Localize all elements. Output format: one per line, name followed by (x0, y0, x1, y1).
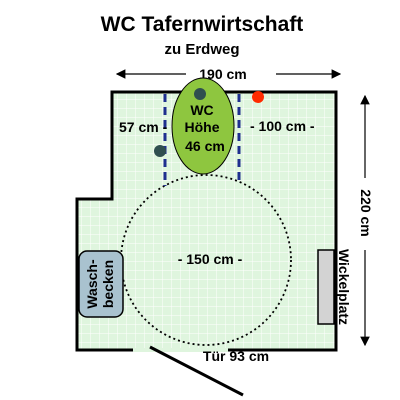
door-label: Tür 93 cm (203, 348, 269, 364)
paper-holder-icon (154, 145, 166, 157)
turning-circle-label: - 150 cm - (178, 251, 243, 267)
right-clearance-label: - 100 cm - (250, 118, 315, 134)
toilet-label-3: 46 cm (185, 138, 225, 154)
changing-table-label: Wickelplatz (336, 249, 352, 325)
sink-label-1: Wasch- (84, 259, 100, 309)
sink-label-2: becken (100, 260, 116, 308)
toilet-tank-icon (194, 88, 206, 100)
page-subtitle: zu Erdweg (164, 41, 239, 58)
sink (78, 250, 124, 318)
room-floor (75, 90, 338, 352)
page-title: WC Tafernwirtschaft (101, 13, 304, 36)
width-label: 190 cm (199, 66, 246, 82)
toilet (171, 77, 235, 175)
toilet-label-1: WC (190, 102, 213, 118)
toilet-label-2: Höhe (185, 119, 220, 135)
changing-table (317, 249, 335, 325)
flush-button-icon (252, 91, 264, 103)
door-leaf (149, 345, 244, 397)
left-clearance-label: 57 cm - (119, 119, 168, 135)
depth-label: 220 cm (358, 189, 374, 236)
